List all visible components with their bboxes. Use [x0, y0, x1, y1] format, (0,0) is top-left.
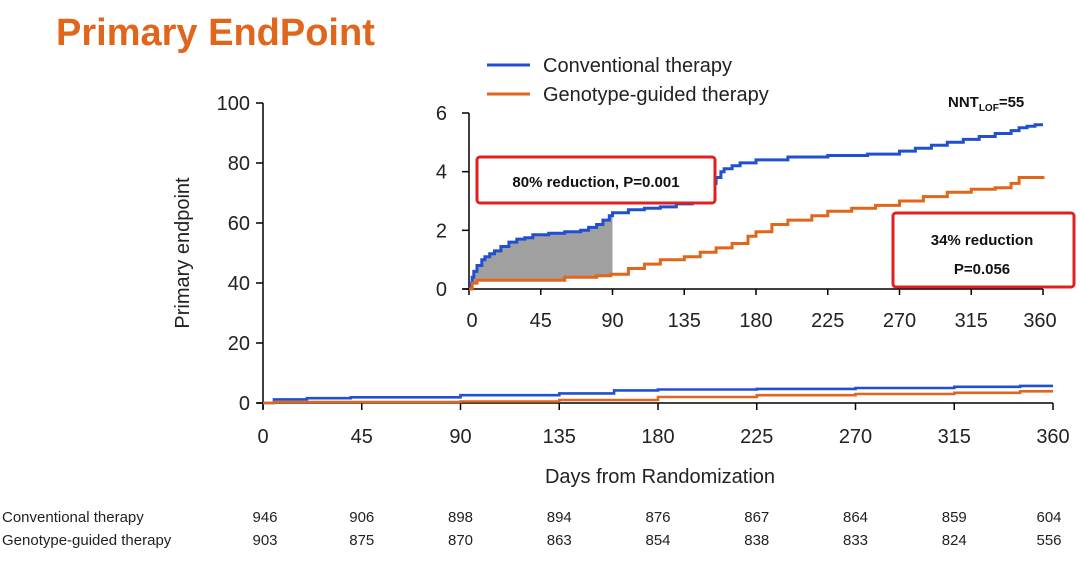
y-axis-title: Primary endpoint	[172, 177, 194, 329]
at-risk-table: Conventional therapy 946 906 898 894 876 867 86…	[2, 509, 1062, 549]
at-risk-value: 833	[843, 532, 868, 549]
x-tick-label: 135	[543, 426, 576, 448]
at-risk-value: 854	[645, 532, 670, 549]
at-risk-value: 864	[843, 509, 868, 526]
nnt-label: NNTLOF=55	[948, 94, 1024, 114]
inset-chart: 0 2 4 6 0 45 90 135 180 225 270 315 360 Conventional …	[436, 55, 1076, 332]
at-risk-row-label: Genotype-guided therapy	[2, 532, 172, 549]
at-risk-value: 838	[744, 532, 769, 549]
inset-y-tick-label: 0	[436, 279, 447, 301]
at-risk-value: 604	[1036, 509, 1061, 526]
at-risk-row-label: Conventional therapy	[2, 509, 144, 526]
main-series-line-genotype	[263, 390, 1053, 405]
x-tick-label: 90	[449, 426, 471, 448]
at-risk-value: 556	[1036, 532, 1061, 549]
at-risk-value: 824	[942, 532, 967, 549]
at-risk-value: 867	[744, 509, 769, 526]
inset-x-tick-label: 90	[601, 310, 623, 332]
x-tick-label: 360	[1036, 426, 1069, 448]
main-series-line-conventional	[263, 384, 1053, 405]
inset-y-tick-label: 6	[436, 103, 447, 125]
inset-x-tick-label: 45	[530, 310, 552, 332]
y-tick-label: 0	[239, 393, 250, 415]
at-risk-value: 894	[547, 509, 572, 526]
annotation-text-80-reduction: 80% reduction, P=0.001	[512, 174, 679, 191]
inset-x-tick-label: 315	[955, 310, 988, 332]
inset-x-tick-label: 270	[883, 310, 916, 332]
inset-y-tick-label: 2	[436, 220, 447, 242]
x-axis-title: Days from Randomization	[545, 466, 775, 488]
y-tick-label: 40	[228, 273, 250, 295]
at-risk-value: 876	[645, 509, 670, 526]
annotation-box-80-reduction	[475, 155, 717, 205]
x-tick-label: 270	[839, 426, 872, 448]
inset-series-line-genotype	[469, 176, 1045, 291]
legend-label: Conventional therapy	[543, 55, 732, 77]
at-risk-value: 875	[349, 532, 374, 549]
x-tick-label: 225	[740, 426, 773, 448]
inset-x-tick-label: 225	[811, 310, 844, 332]
inset-x-tick-label: 180	[739, 310, 772, 332]
inset-series-line-conventional	[469, 123, 1043, 291]
inset-x-tick-label: 0	[466, 310, 477, 332]
annotation-box-34-reduction	[891, 211, 1076, 289]
y-tick-label: 100	[217, 93, 250, 115]
inset-y-tick-label: 4	[436, 162, 447, 184]
x-tick-label: 315	[938, 426, 971, 448]
annotation-text-34-reduction: 34% reduction	[931, 232, 1034, 249]
y-tick-label: 20	[228, 333, 250, 355]
at-risk-value: 946	[252, 509, 277, 526]
y-tick-label: 60	[228, 213, 250, 235]
at-risk-value: 859	[942, 509, 967, 526]
at-risk-value: 903	[252, 532, 277, 549]
inset-x-tick-label: 360	[1023, 310, 1056, 332]
slide-title: Primary EndPoint	[56, 12, 375, 54]
annotation-text-p-value: P=0.056	[954, 261, 1010, 278]
x-tick-label: 45	[351, 426, 373, 448]
at-risk-value: 898	[448, 509, 473, 526]
at-risk-value: 863	[547, 532, 572, 549]
x-tick-label: 180	[641, 426, 674, 448]
inset-x-tick-label: 135	[668, 310, 701, 332]
x-tick-label: 0	[257, 426, 268, 448]
y-tick-label: 80	[228, 153, 250, 175]
legend-label: Genotype-guided therapy	[543, 84, 769, 106]
at-risk-value: 870	[448, 532, 473, 549]
at-risk-value: 906	[349, 509, 374, 526]
